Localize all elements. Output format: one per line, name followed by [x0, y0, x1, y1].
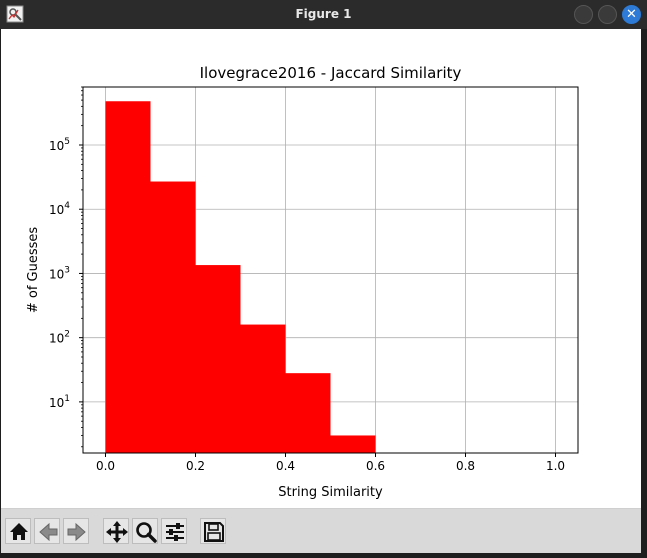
histogram-chart: 0.0 0.2 0.4 0.6 0.8 1.0 101 102 103 104 105 Iloveg… [26, 64, 579, 500]
histogram-bar-4 [285, 373, 331, 453]
window-border [641, 29, 647, 553]
x-tick-label-1: 0.2 [186, 459, 205, 473]
minimize-button[interactable] [574, 5, 593, 24]
ticks-layer: 0.0 0.2 0.4 0.6 0.8 1.0 101 102 103 104 105 [49, 86, 565, 473]
zoom-icon [136, 522, 157, 543]
x-tick-label-3: 0.6 [366, 459, 385, 473]
y-tick-label-2: 103 [49, 265, 70, 281]
forward-icon [67, 522, 86, 542]
bars-layer [105, 101, 376, 454]
x-tick-label-5: 1.0 [546, 459, 565, 473]
home-button[interactable] [5, 518, 31, 544]
app-icon [6, 5, 24, 23]
histogram-bar-1 [150, 181, 196, 453]
x-tick-label-4: 0.8 [456, 459, 475, 473]
zoom-button[interactable] [132, 518, 158, 544]
save-button[interactable] [200, 518, 226, 544]
window-titlebar: Figure 1 ✕ [0, 0, 647, 29]
x-tick-label-2: 0.4 [276, 459, 295, 473]
forward-button[interactable] [63, 518, 89, 544]
configure-subplots-button[interactable] [161, 518, 187, 544]
pan-icon [106, 521, 128, 543]
configure-subplots-icon [166, 523, 184, 541]
y-tick-label-1: 102 [49, 330, 70, 346]
back-button[interactable] [34, 518, 60, 544]
axes-frame [82, 86, 579, 454]
pan-button[interactable] [103, 518, 129, 544]
window-bottom-border [0, 553, 647, 558]
home-icon [10, 523, 28, 540]
chart-title: Ilovegrace2016 - Jaccard Similarity [200, 64, 462, 82]
maximize-button[interactable] [598, 5, 617, 24]
y-tick-label-4: 105 [49, 137, 70, 153]
close-button[interactable]: ✕ [622, 5, 641, 24]
histogram-bar-2 [195, 265, 241, 453]
histogram-bar-5 [330, 435, 376, 453]
back-icon [39, 522, 58, 542]
y-tick-label-0: 101 [49, 394, 70, 410]
close-icon: ✕ [626, 7, 637, 22]
y-tick-label-3: 104 [49, 201, 70, 217]
x-axis-label: String Similarity [278, 485, 383, 500]
y-axis-label: # of Guesses [26, 227, 41, 314]
window-title: Figure 1 [295, 7, 352, 21]
figure-canvas[interactable]: 0.0 0.2 0.4 0.6 0.8 1.0 101 102 103 104 105 Iloveg… [1, 29, 641, 508]
navigation-toolbar [1, 508, 641, 554]
histogram-bar-3 [240, 324, 286, 453]
x-tick-label-0: 0.0 [96, 459, 115, 473]
histogram-bar-0 [105, 101, 151, 454]
save-icon [204, 522, 224, 542]
